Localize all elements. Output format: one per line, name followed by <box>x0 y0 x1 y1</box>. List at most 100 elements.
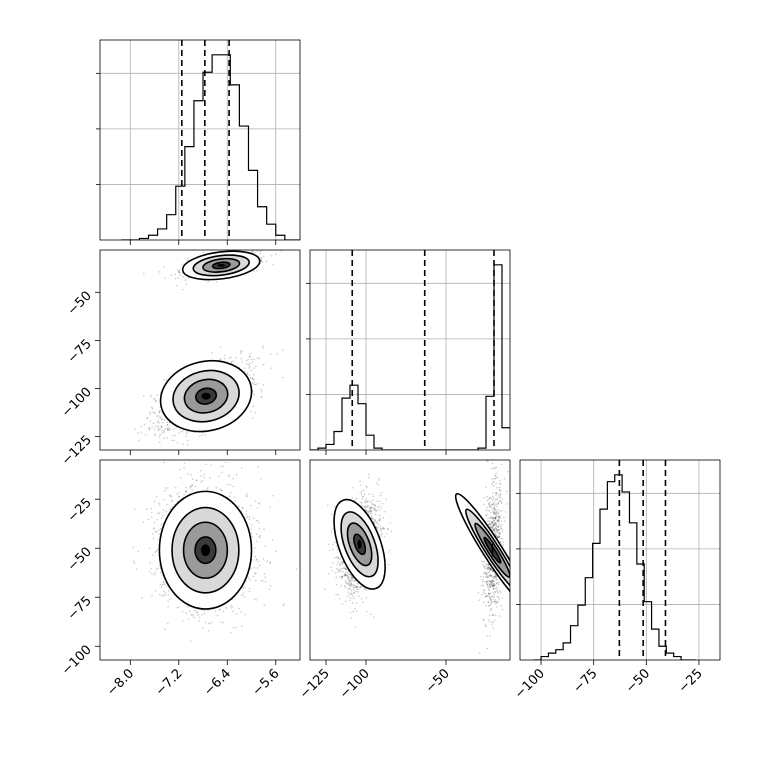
scatter-point <box>179 477 182 479</box>
scatter-point <box>244 370 247 373</box>
scatter-point <box>155 496 158 498</box>
hist-panel-1 <box>306 250 510 450</box>
scatter-point <box>295 568 298 570</box>
scatter-point <box>262 255 265 258</box>
scatter-point <box>354 626 357 629</box>
scatter-point <box>365 506 368 508</box>
scatter-point <box>187 259 189 262</box>
scatter-point <box>252 248 254 250</box>
scatter-point <box>369 510 372 513</box>
scatter-point <box>189 487 191 489</box>
scatter-point <box>220 489 223 492</box>
scatter-point <box>189 485 192 488</box>
scatter-point <box>248 516 251 518</box>
scatter-point <box>187 257 189 260</box>
scatter-point <box>252 379 254 381</box>
scatter-point <box>371 493 374 495</box>
density-peak <box>201 392 211 400</box>
scatter-point <box>157 425 160 427</box>
scatter-point <box>218 609 221 611</box>
scatter-point <box>257 560 260 563</box>
scatter-point <box>153 521 156 524</box>
scatter-point <box>250 504 252 507</box>
scatter-point <box>248 518 251 521</box>
scatter-point <box>155 415 158 417</box>
scatter-point <box>156 548 159 551</box>
scatter-point <box>163 594 165 596</box>
scatter-point <box>248 365 251 368</box>
scatter-point <box>163 590 165 593</box>
scatter-point <box>196 479 198 482</box>
scatter-point <box>240 611 243 613</box>
scatter-point <box>344 568 346 570</box>
scatter-point <box>342 561 344 563</box>
scatter-point <box>167 426 169 428</box>
scatter-point <box>209 477 211 479</box>
scatter-point <box>238 505 240 507</box>
scatter-point <box>211 352 214 354</box>
scatter-point <box>172 428 175 431</box>
scatter-point <box>244 614 246 616</box>
scatter-point <box>162 421 164 424</box>
scatter-point <box>337 557 339 559</box>
scatter-point <box>382 516 384 519</box>
scatter-point <box>221 471 223 473</box>
scatter-point <box>238 608 240 610</box>
scatter-point <box>184 490 187 493</box>
scatter-point <box>225 606 228 609</box>
scatter-point <box>349 611 352 614</box>
scatter-point <box>198 620 200 622</box>
scatter-point <box>335 556 338 559</box>
scatter-point <box>252 383 255 385</box>
scatter-point <box>239 350 242 352</box>
scatter-point <box>154 434 156 436</box>
scatter-point <box>225 607 227 610</box>
scatter-point <box>163 266 165 268</box>
scatter-point <box>200 480 202 483</box>
scatter-point <box>205 488 208 490</box>
scatter-point <box>364 500 367 502</box>
scatter-point <box>373 507 376 510</box>
scatter-point <box>255 559 258 561</box>
scatter-point <box>346 575 349 578</box>
scatter-point <box>271 254 273 257</box>
scatter-point <box>249 579 251 581</box>
scatter-point <box>230 361 233 363</box>
scatter-point <box>283 603 285 605</box>
scatter-point <box>181 610 184 613</box>
scatter-point <box>154 551 156 553</box>
scatter-point <box>202 251 205 254</box>
scatter-point <box>166 429 169 431</box>
scatter-point <box>245 363 248 365</box>
scatter-point <box>269 562 272 564</box>
scatter-point <box>259 250 261 253</box>
scatter-point <box>390 530 393 533</box>
scatter-point <box>255 599 257 601</box>
scatter-point <box>380 507 383 509</box>
scatter-point <box>158 529 160 531</box>
scatter-point <box>158 564 161 566</box>
scatter-point <box>272 494 274 497</box>
scatter-point <box>186 432 188 434</box>
scatter-point <box>339 569 342 571</box>
scatter-point <box>168 429 171 431</box>
scatter-point <box>149 411 151 414</box>
scatter-point <box>250 528 252 531</box>
scatter-point <box>378 477 380 480</box>
scatter-point <box>253 381 256 383</box>
scatter-point <box>158 502 160 504</box>
scatter-point <box>366 504 369 507</box>
scatter-point <box>255 519 258 522</box>
scatter-point <box>376 522 378 524</box>
scatter-point <box>250 532 253 534</box>
scatter-point <box>159 528 162 530</box>
scatter-point <box>276 353 278 355</box>
scatter-point <box>242 594 244 597</box>
scatter-point <box>220 357 222 360</box>
scatter-point <box>251 382 254 384</box>
scatter-point <box>158 428 160 430</box>
scatter-point <box>190 485 192 488</box>
scatter-point <box>230 362 233 364</box>
scatter-point <box>162 581 165 583</box>
scatter-point <box>370 509 373 512</box>
